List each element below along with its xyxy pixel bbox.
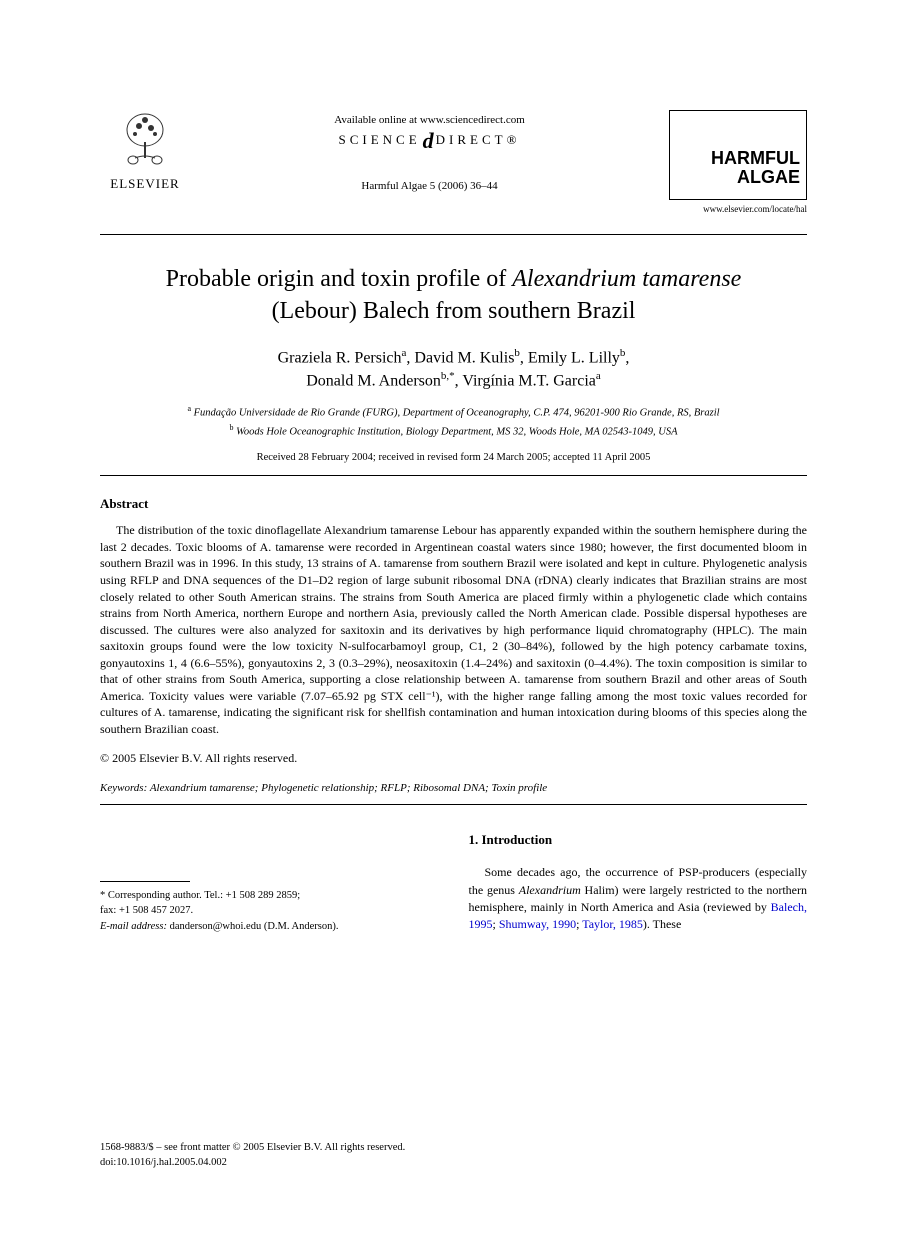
corr-fax: fax: +1 508 457 2027. [100, 903, 439, 918]
author-3: Emily L. Lilly [528, 349, 620, 366]
journal-title-line2: ALGAE [676, 168, 800, 187]
divider-abstract-bottom [100, 804, 807, 805]
title-species: Alexandrium tamarense [512, 266, 741, 292]
footer-copyright: 1568-9883/$ – see front matter © 2005 El… [100, 1140, 405, 1155]
journal-title-line1: HARMFUL [676, 149, 800, 168]
keywords-text: Alexandrium tamarense; Phylogenetic rela… [147, 782, 547, 794]
email-value: danderson@whoi.edu (D.M. Anderson). [167, 921, 339, 932]
ref-link-2[interactable]: Shumway, 1990 [499, 917, 576, 931]
page-header: ELSEVIER Available online at www.science… [100, 110, 807, 214]
right-column: 1. Introduction Some decades ago, the oc… [469, 831, 808, 933]
sd-pre: SCIENCE [339, 132, 421, 147]
two-column-body: * Corresponding author. Tel.: +1 508 289… [100, 831, 807, 933]
copyright-line: © 2005 Elsevier B.V. All rights reserved… [100, 751, 807, 766]
ref-link-3[interactable]: Taylor, 1985 [582, 917, 643, 931]
abstract-text: The distribution of the toxic dinoflagel… [100, 522, 807, 737]
journal-box: HARMFUL ALGAE www.elsevier.com/locate/ha… [669, 110, 807, 214]
author-3-aff: b [620, 347, 626, 359]
title-part1: Probable origin and toxin profile of [166, 266, 513, 292]
corr-tel: * Corresponding author. Tel.: +1 508 289… [100, 888, 439, 903]
keywords: Keywords: Alexandrium tamarense; Phyloge… [100, 782, 807, 794]
title-part2: (Lebour) Balech from southern Brazil [272, 298, 636, 324]
sd-post: DIRECT® [436, 132, 521, 147]
left-column: * Corresponding author. Tel.: +1 508 289… [100, 831, 439, 933]
article-dates: Received 28 February 2004; received in r… [100, 452, 807, 463]
aff-a-text: Fundação Universidade de Rio Grande (FUR… [194, 407, 720, 418]
aff-b-sup: b [229, 423, 233, 432]
page-footer: 1568-9883/$ – see front matter © 2005 El… [100, 1140, 405, 1170]
keywords-label: Keywords: [100, 782, 147, 794]
divider-top [100, 234, 807, 235]
author-4-aff: b, [441, 370, 449, 382]
author-1: Graziela R. Persich [278, 349, 402, 366]
footer-doi: doi:10.1016/j.hal.2005.04.002 [100, 1155, 405, 1170]
aff-a-sup: a [187, 404, 191, 413]
divider-abstract-top [100, 475, 807, 476]
author-list: Graziela R. Persicha, David M. Kulisb, E… [100, 346, 807, 393]
author-2: David M. Kulis [414, 349, 514, 366]
author-2-aff: b [514, 347, 520, 359]
author-4-star: * [449, 370, 455, 382]
journal-url: www.elsevier.com/locate/hal [669, 204, 807, 214]
author-1-aff: a [402, 347, 407, 359]
affiliations: a Fundação Universidade de Rio Grande (F… [100, 403, 807, 441]
sd-at-icon: d [423, 128, 434, 154]
article-title: Probable origin and toxin profile of Ale… [100, 263, 807, 328]
publisher-logo: ELSEVIER [100, 110, 190, 192]
email-label: E-mail address: [100, 921, 167, 932]
footnote-divider [100, 881, 190, 882]
intro-genus: Alexandrium [519, 883, 581, 897]
author-5: Virgínia M.T. Garcia [462, 373, 596, 390]
available-online-text: Available online at www.sciencedirect.co… [190, 114, 669, 126]
center-header: Available online at www.sciencedirect.co… [190, 110, 669, 192]
author-5-aff: a [596, 370, 601, 382]
science-direct-logo: SCIENCEdDIRECT® [190, 128, 669, 154]
intro-heading: 1. Introduction [469, 831, 808, 850]
corr-email-line: E-mail address: danderson@whoi.edu (D.M.… [100, 919, 439, 934]
intro-post: ). These [643, 917, 681, 931]
journal-reference: Harmful Algae 5 (2006) 36–44 [190, 180, 669, 192]
elsevier-tree-icon [100, 110, 190, 174]
journal-title-box: HARMFUL ALGAE [669, 110, 807, 200]
author-4: Donald M. Anderson [306, 373, 441, 390]
abstract-body: The distribution of the toxic dinoflagel… [100, 522, 807, 737]
aff-b-text: Woods Hole Oceanographic Institution, Bi… [236, 426, 677, 437]
abstract-heading: Abstract [100, 496, 807, 512]
corresponding-author-footnote: * Corresponding author. Tel.: +1 508 289… [100, 888, 439, 934]
publisher-name: ELSEVIER [100, 176, 190, 192]
intro-paragraph: Some decades ago, the occurrence of PSP-… [469, 864, 808, 934]
